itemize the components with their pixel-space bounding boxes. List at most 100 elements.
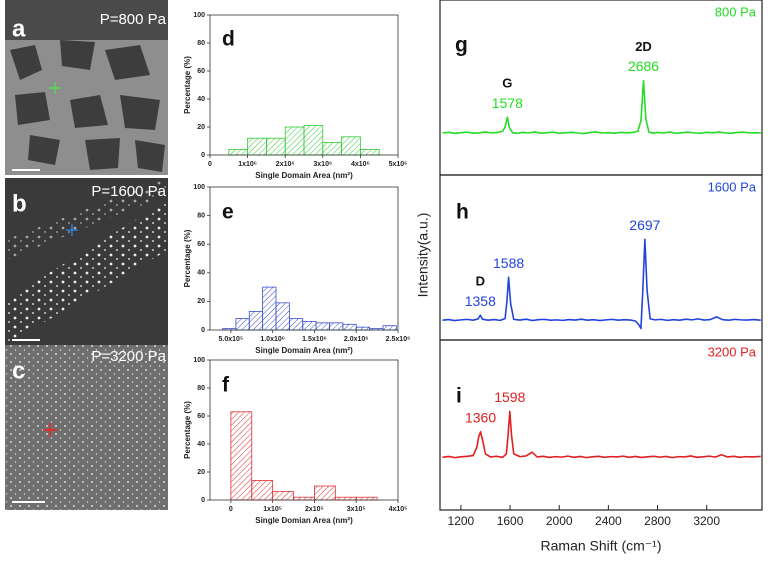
x-axis-label: Raman Shift (cm⁻¹) (541, 538, 662, 554)
peak-position: 1358 (465, 293, 496, 309)
x-axis-label: Single Domian Area (nm²) (255, 516, 353, 525)
legend-label: 800 Pa (715, 4, 757, 19)
histogram-bar (265, 137, 286, 156)
y-tick-label: 80 (197, 385, 205, 392)
y-tick-label: 80 (197, 40, 205, 47)
x-tick-label: 4x10⁵ (389, 506, 408, 513)
x-tick-label: 1x10⁵ (263, 506, 282, 513)
histogram-bar (262, 286, 277, 331)
plot-frame (439, 339, 763, 511)
histogram-bar (302, 321, 317, 331)
sem-image-c: c P=3200 Pa (5, 345, 168, 510)
y-axis-label: Percentage (%) (183, 229, 192, 287)
sem-image-a: a P=800 Pa (5, 0, 168, 175)
y-tick-label: 100 (193, 184, 205, 191)
peak-position: 1598 (494, 389, 525, 405)
histogram-bar (293, 496, 315, 501)
histogram-bar (355, 496, 378, 501)
histogram-bar (334, 496, 357, 501)
plot-frame (439, 174, 763, 341)
y-tick-label: 20 (197, 469, 205, 476)
peak-name: D (476, 274, 485, 289)
peak-position: 1588 (493, 255, 524, 271)
peak-name: G (502, 76, 512, 91)
plot-frame (439, 0, 763, 176)
peak-position: 2697 (629, 217, 660, 233)
x-tick-label: 2x10⁶ (276, 161, 295, 168)
plot-frame (209, 186, 399, 331)
x-tick-label: 2800 (644, 514, 671, 528)
legend-label: 1600 Pa (708, 179, 757, 194)
peak-name: 2D (635, 39, 652, 54)
y-tick-label: 60 (197, 68, 205, 75)
histogram-bar (284, 126, 305, 156)
spectrum-line (442, 410, 761, 459)
image-caption: P=800 Pa (100, 11, 167, 28)
x-axis-label: Single Domain Area (nm²) (255, 171, 353, 180)
x-tick-label: 3x10⁵ (347, 506, 366, 513)
y-axis-label: Intensity(a.u.) (415, 213, 431, 298)
histogram-bar (230, 411, 253, 501)
histogram-bar (303, 125, 324, 156)
x-tick-label: 3x10⁶ (313, 161, 332, 168)
histogram-bar (341, 136, 361, 156)
histogram-bar (248, 311, 264, 331)
x-tick-label: 0 (229, 506, 233, 513)
image-label: a (12, 15, 26, 42)
spectrum-line (442, 79, 761, 135)
x-tick-label: 1600 (497, 514, 524, 528)
x-tick-label: 2.5x10⁶ (386, 336, 411, 343)
histogram-bar (272, 491, 294, 501)
y-tick-label: 80 (197, 212, 205, 219)
plot-frame (209, 14, 399, 156)
y-tick-label: 60 (197, 413, 205, 420)
y-axis-label: Percentage (%) (183, 56, 192, 114)
histogram-bar (322, 141, 342, 156)
histogram-bar (247, 137, 267, 156)
peak-position: 1578 (492, 95, 523, 111)
x-axis-label: Single Domain Area (nm²) (255, 346, 353, 355)
image-caption: P=1600 Pa (91, 183, 166, 200)
panel-title: d (222, 28, 235, 51)
y-tick-label: 0 (201, 497, 205, 504)
x-tick-label: 5x10⁶ (389, 161, 408, 168)
y-tick-label: 100 (193, 12, 205, 19)
panel-title: f (222, 374, 230, 397)
x-tick-label: 2x10⁵ (305, 506, 324, 513)
peak-position: 1360 (465, 410, 496, 426)
histogram-bar (235, 318, 250, 331)
histogram-bar (355, 326, 370, 331)
histogram-bar (251, 479, 274, 501)
legend-label: 3200 Pa (708, 344, 757, 359)
image-label: b (12, 190, 27, 217)
panel-title: i (456, 385, 462, 408)
y-tick-label: 100 (193, 357, 205, 364)
plot-frame (209, 359, 399, 501)
x-tick-label: 1x10⁶ (238, 161, 257, 168)
y-axis-label: Percentage (%) (183, 401, 192, 459)
y-tick-label: 40 (197, 270, 205, 277)
panel-title: g (455, 34, 468, 57)
y-tick-label: 40 (197, 441, 205, 448)
x-tick-label: 1200 (448, 514, 475, 528)
x-tick-label: 2000 (546, 514, 573, 528)
panel-title: h (456, 201, 469, 224)
histogram-bar (382, 325, 397, 331)
x-tick-label: 1.5x10⁶ (302, 336, 327, 343)
y-tick-label: 0 (201, 327, 205, 334)
histogram-bar (315, 322, 330, 331)
spectrum-line (442, 238, 761, 330)
x-tick-label: 0 (208, 161, 212, 168)
panel-title: e (222, 201, 234, 224)
histogram-bar (275, 302, 290, 331)
histogram-bar (359, 148, 380, 156)
x-tick-label: 2.0x10⁶ (344, 336, 369, 343)
x-tick-label: 4x10⁶ (351, 161, 370, 168)
y-tick-label: 60 (197, 241, 205, 248)
histogram-bar (228, 148, 249, 156)
x-tick-label: 1.0x10⁶ (260, 336, 285, 343)
histogram-bar (329, 322, 344, 331)
x-tick-label: 2400 (595, 514, 622, 528)
